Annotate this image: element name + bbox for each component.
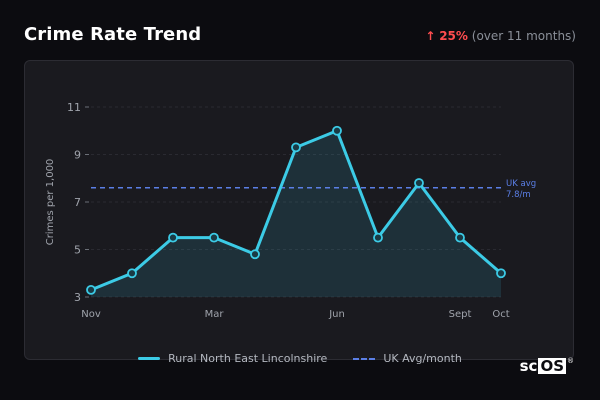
- data-point-2: [168, 232, 178, 243]
- legend-swatch-average: [353, 357, 376, 360]
- y-axis-label: Crimes per 1,000: [45, 159, 56, 246]
- up-arrow-icon: ↑: [425, 29, 436, 43]
- data-point-10: [496, 268, 506, 279]
- data-point-1: [127, 268, 137, 279]
- trend-period: (over 11 months): [471, 29, 576, 43]
- brand-logo: sc OS ®: [520, 358, 574, 374]
- y-tick-label-9: 9: [74, 149, 81, 162]
- x-tick-label-sept: Sept: [449, 309, 472, 320]
- legend-swatch-series: [138, 357, 161, 360]
- x-tick-label-nov: Nov: [81, 309, 101, 320]
- chart-card: [24, 60, 574, 360]
- legend-item-average[interactable]: UK Avg/month: [353, 352, 462, 365]
- uk-average-value: 7.8/m: [506, 190, 531, 200]
- data-point-5: [291, 142, 301, 153]
- chart-legend: Rural North East Lincolnshire UK Avg/mon…: [0, 352, 600, 365]
- data-point-8: [414, 178, 424, 188]
- data-point-4: [250, 249, 260, 260]
- legend-label-series: Rural North East Lincolnshire: [168, 352, 328, 365]
- data-point-9: [455, 232, 465, 243]
- chart-title: Crime Rate Trend: [24, 24, 202, 45]
- x-tick-label-oct: Oct: [492, 309, 509, 320]
- trend-summary: ↑ 25% (over 11 months): [425, 29, 576, 43]
- y-tick-label-5: 5: [74, 244, 81, 257]
- legend-item-series[interactable]: Rural North East Lincolnshire: [138, 352, 327, 365]
- data-point-3: [209, 232, 219, 243]
- x-tick-label-mar: Mar: [205, 309, 225, 320]
- x-tick-label-jun: Jun: [328, 309, 345, 320]
- legend-label-average: UK Avg/month: [383, 352, 462, 365]
- trend-percent: 25%: [439, 29, 468, 43]
- uk-average-label: UK avg: [506, 179, 536, 189]
- registered-mark: ®: [567, 357, 574, 365]
- y-tick-label-3: 3: [74, 291, 81, 304]
- data-point-7: [373, 232, 383, 243]
- series-area: [91, 130, 501, 297]
- data-point-6: [332, 125, 342, 136]
- data-point-0: [86, 284, 96, 295]
- y-tick-label-7: 7: [74, 196, 81, 209]
- logo-box-text: OS: [538, 357, 566, 375]
- y-tick-label-11: 11: [67, 101, 81, 114]
- logo-text: sc: [519, 357, 538, 375]
